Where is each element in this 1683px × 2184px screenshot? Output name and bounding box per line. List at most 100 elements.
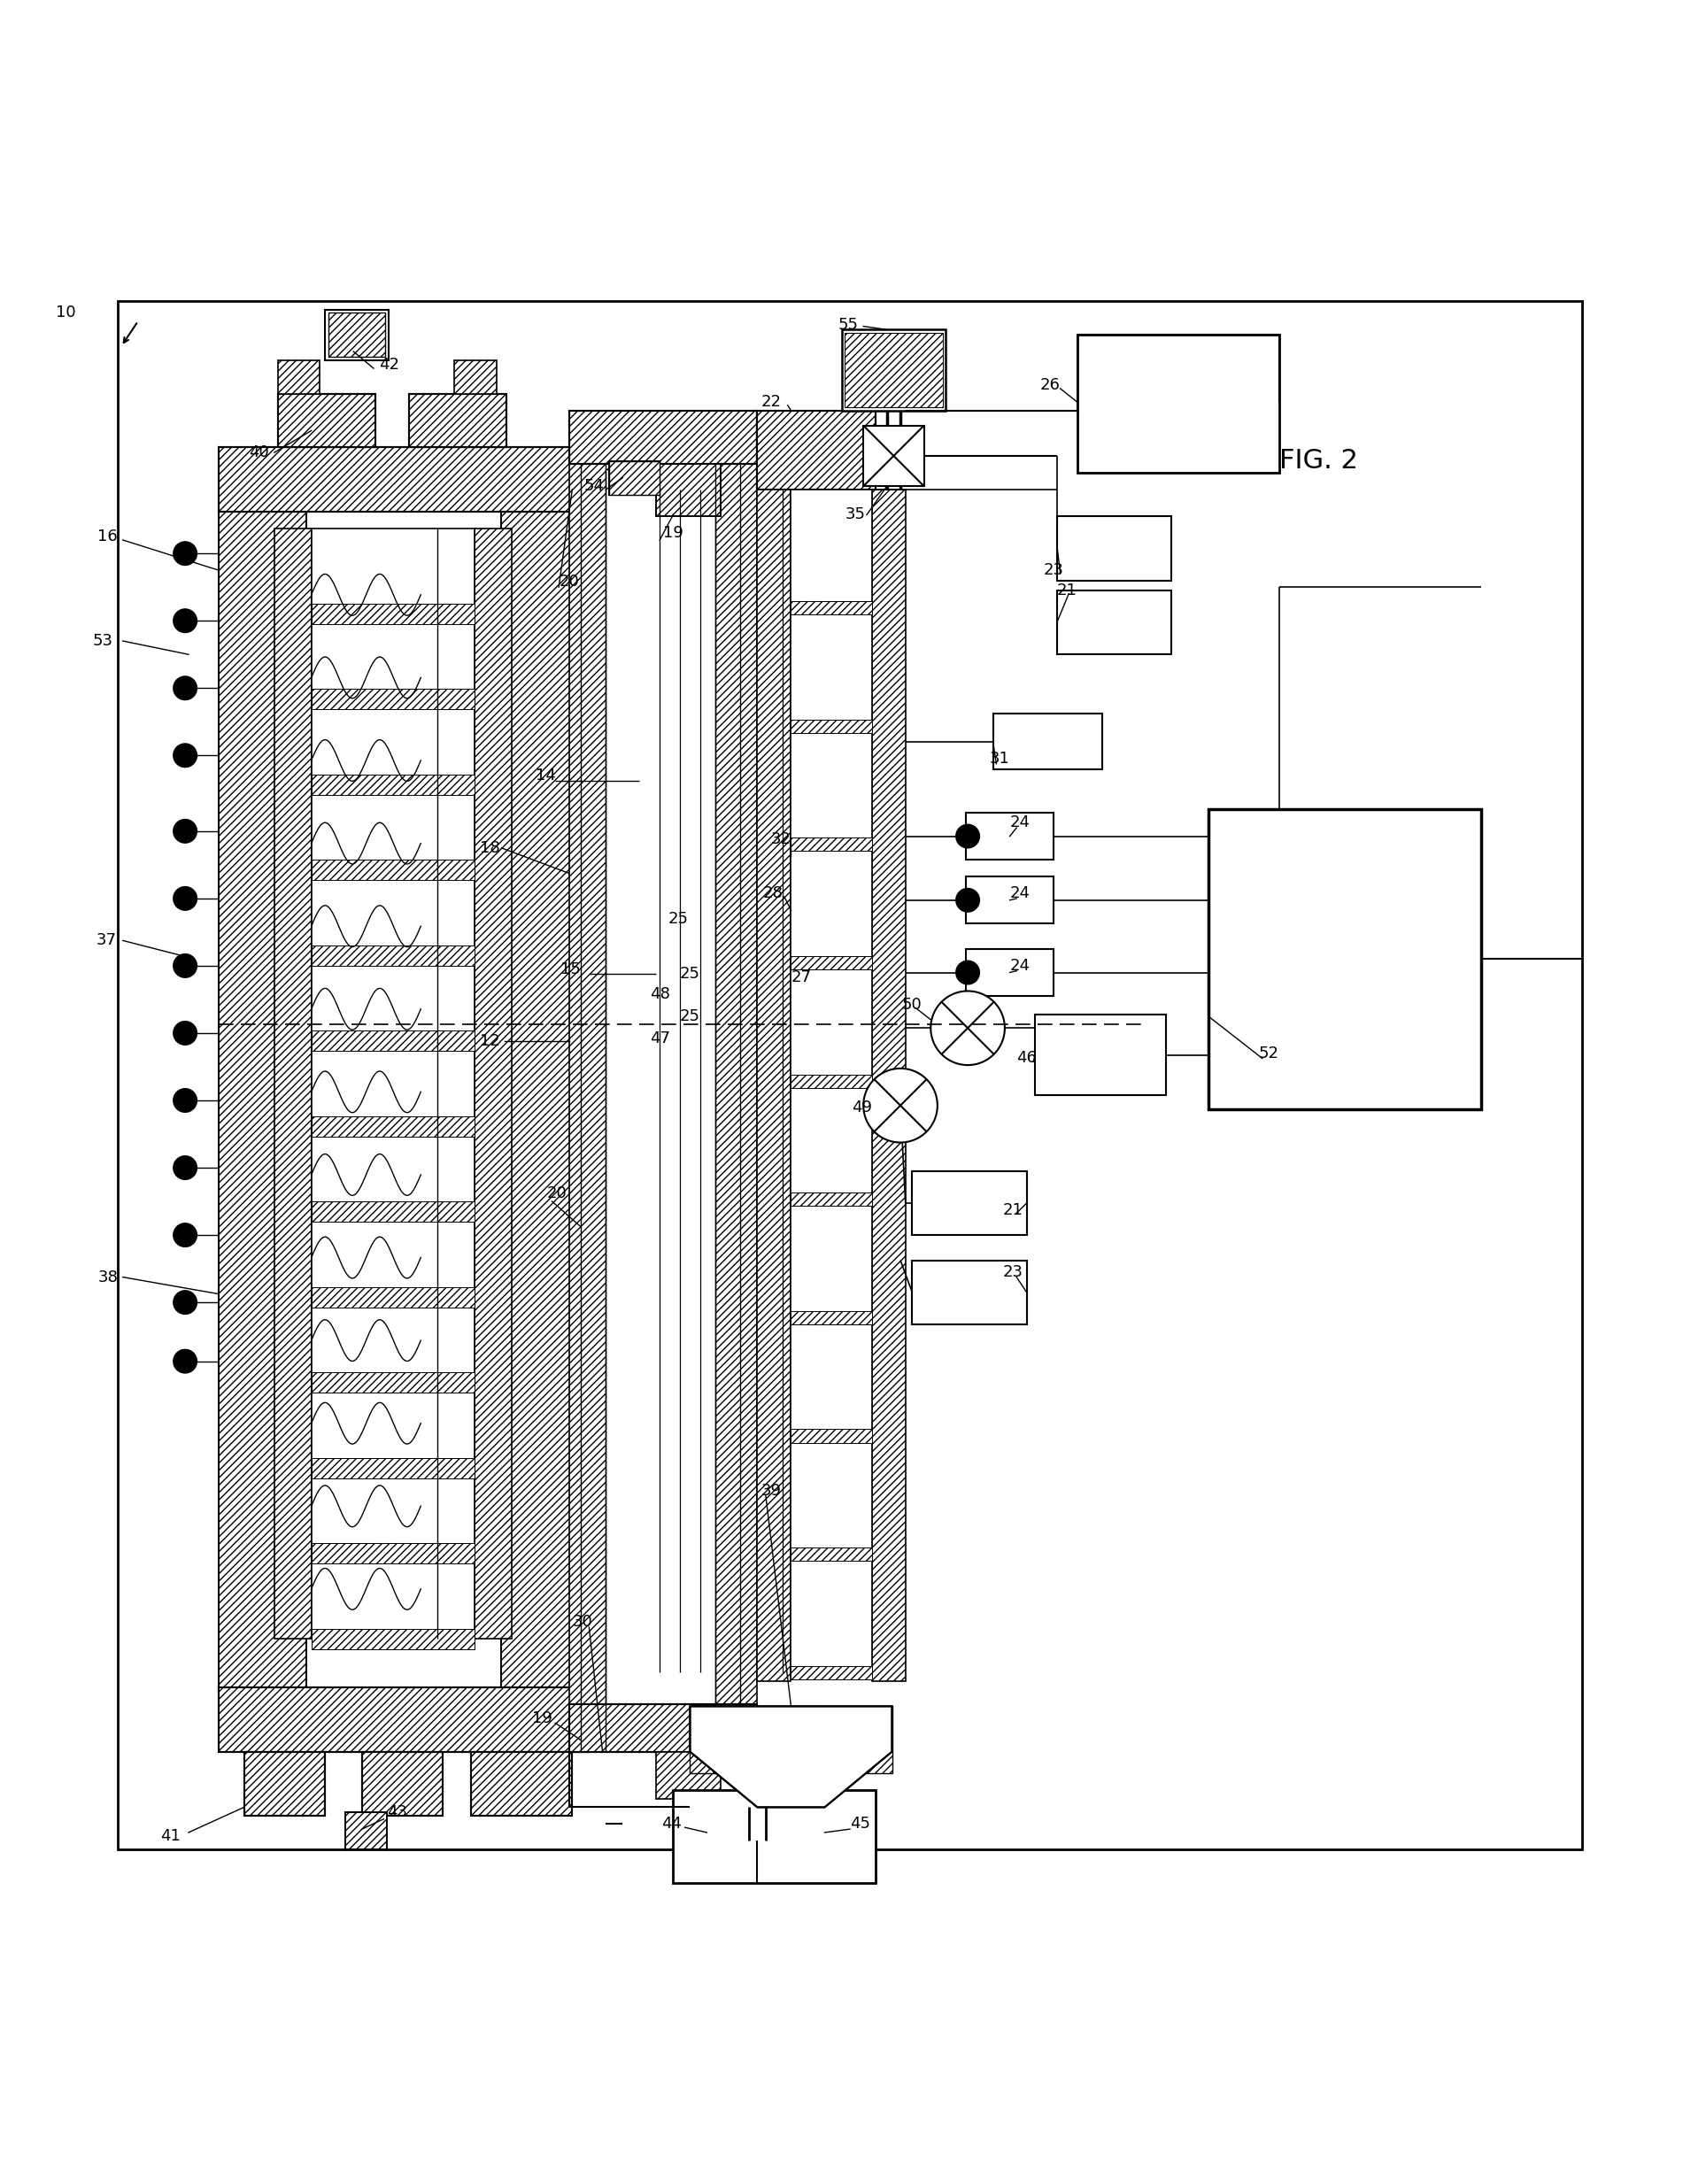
Bar — [791, 489, 872, 1673]
Bar — [278, 393, 375, 448]
Text: 20: 20 — [559, 574, 579, 590]
Bar — [656, 465, 720, 515]
Bar — [791, 1666, 872, 1679]
Bar — [966, 950, 1054, 996]
Bar — [278, 393, 375, 448]
Text: 30: 30 — [572, 1614, 592, 1629]
Bar — [219, 1688, 589, 1752]
Bar — [311, 603, 475, 625]
Circle shape — [173, 887, 197, 911]
Text: 10: 10 — [56, 306, 76, 321]
Bar — [569, 1704, 757, 1752]
Bar — [966, 812, 1054, 860]
Bar — [219, 448, 589, 511]
Text: 41: 41 — [160, 1828, 180, 1843]
Bar — [244, 1752, 325, 1815]
Circle shape — [173, 743, 197, 767]
Text: 52: 52 — [1259, 1046, 1279, 1061]
Text: 35: 35 — [845, 507, 865, 522]
Bar — [912, 1260, 1027, 1324]
Bar — [325, 310, 389, 360]
Bar — [311, 1286, 475, 1308]
Text: 14: 14 — [535, 767, 555, 784]
Text: 39: 39 — [761, 1483, 781, 1498]
Circle shape — [173, 1022, 197, 1044]
Bar — [118, 301, 1582, 1850]
Text: 16: 16 — [98, 529, 118, 544]
Circle shape — [173, 954, 197, 978]
Text: 24: 24 — [1010, 959, 1030, 974]
Bar — [219, 448, 589, 511]
Bar — [993, 714, 1102, 769]
Circle shape — [931, 992, 1005, 1066]
Bar — [966, 876, 1054, 924]
Text: 31: 31 — [990, 751, 1010, 767]
Bar — [409, 393, 507, 448]
Bar — [311, 688, 475, 710]
Text: 32: 32 — [771, 832, 791, 847]
Bar — [475, 529, 512, 1638]
Circle shape — [956, 889, 980, 913]
Bar — [715, 465, 757, 1752]
Circle shape — [173, 1155, 197, 1179]
Text: 15: 15 — [560, 961, 581, 976]
Bar — [274, 529, 311, 1638]
Bar — [1057, 590, 1171, 655]
Bar — [345, 1813, 387, 1850]
Bar — [791, 957, 872, 970]
Bar — [311, 1372, 475, 1393]
Bar — [311, 775, 475, 795]
Bar — [569, 411, 757, 465]
Bar — [362, 1752, 443, 1815]
Text: 24: 24 — [1010, 815, 1030, 830]
Bar — [311, 1031, 475, 1051]
Bar — [328, 312, 385, 356]
Bar — [791, 601, 872, 614]
Bar — [912, 1171, 1027, 1234]
Circle shape — [173, 542, 197, 566]
Circle shape — [173, 1223, 197, 1247]
Bar — [311, 529, 475, 1638]
Bar — [311, 946, 475, 965]
Circle shape — [863, 1068, 937, 1142]
Text: 46: 46 — [1017, 1051, 1037, 1066]
Text: 23: 23 — [1043, 561, 1064, 579]
Bar — [1035, 1016, 1166, 1096]
Bar — [569, 465, 611, 1752]
Bar — [791, 1428, 872, 1444]
Bar — [757, 411, 875, 489]
Text: 21: 21 — [1003, 1201, 1023, 1219]
Bar — [278, 360, 320, 393]
Bar — [791, 719, 872, 734]
Text: 55: 55 — [838, 317, 858, 332]
Text: 25: 25 — [680, 965, 700, 983]
Bar — [757, 489, 791, 1682]
Bar — [219, 1688, 589, 1752]
Text: 47: 47 — [650, 1031, 670, 1046]
Text: 25: 25 — [680, 1009, 700, 1024]
Text: 50: 50 — [902, 996, 922, 1013]
Bar — [409, 393, 507, 448]
Bar — [757, 411, 875, 489]
Bar — [845, 332, 942, 406]
Bar — [569, 411, 757, 465]
Bar — [609, 461, 660, 494]
Bar — [690, 1706, 757, 1773]
Bar — [311, 860, 475, 880]
Circle shape — [173, 1291, 197, 1315]
Bar — [791, 1075, 872, 1088]
Text: 48: 48 — [650, 987, 670, 1002]
Text: 21: 21 — [1057, 583, 1077, 598]
Bar — [825, 1706, 892, 1773]
Circle shape — [173, 609, 197, 633]
Polygon shape — [690, 1706, 892, 1806]
Text: 19: 19 — [663, 526, 683, 542]
Bar — [454, 360, 496, 393]
Text: 54: 54 — [584, 478, 604, 494]
Text: 27: 27 — [791, 970, 811, 985]
Bar — [311, 1116, 475, 1136]
Text: 22: 22 — [761, 393, 781, 411]
Text: 49: 49 — [852, 1099, 872, 1116]
Bar — [244, 1752, 325, 1815]
Text: 28: 28 — [762, 885, 783, 902]
